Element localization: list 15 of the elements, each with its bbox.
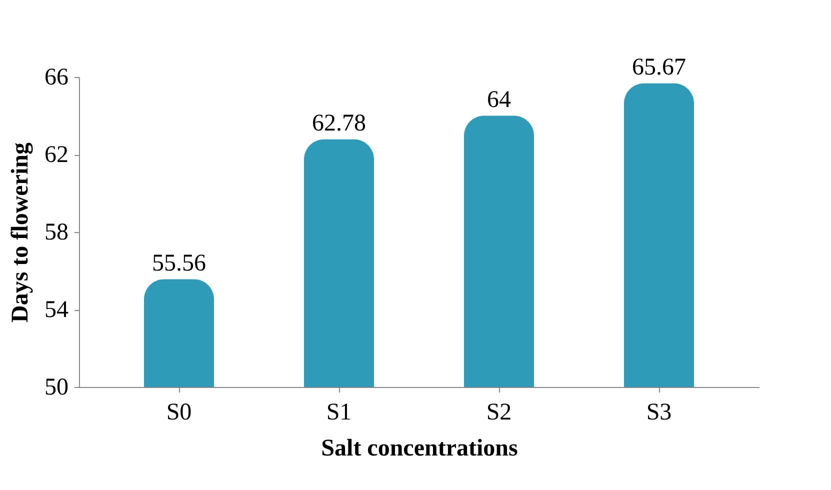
data-label: 55.56 <box>152 250 206 276</box>
x-tick-label: S3 <box>646 400 672 426</box>
x-tick-label: S1 <box>326 400 352 426</box>
data-label: 64 <box>487 86 511 113</box>
y-tick-label: 50 <box>44 374 68 400</box>
x-tick-label: S2 <box>486 400 512 426</box>
y-tick-label: 54 <box>44 297 68 323</box>
y-tick-label: 62 <box>44 142 68 168</box>
data-label: 62.78 <box>312 110 366 136</box>
y-tick-label: 66 <box>44 64 68 90</box>
x-tick-label: S0 <box>166 400 192 426</box>
data-label: 65.67 <box>632 54 686 80</box>
x-axis-title: Salt concentrations <box>321 436 518 462</box>
y-tick-label: 58 <box>44 220 68 246</box>
y-axis-title: Days to flowering <box>8 142 34 322</box>
